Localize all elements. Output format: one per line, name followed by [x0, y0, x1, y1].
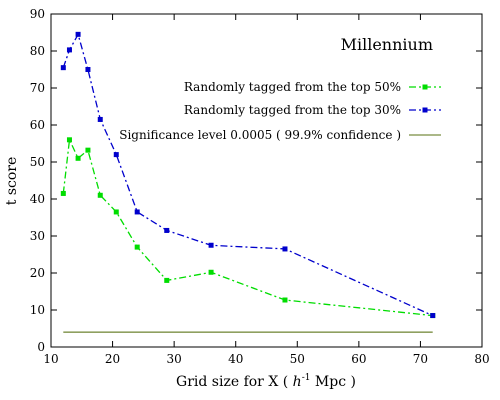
series-1-point [134, 209, 140, 215]
y-tick-label: 80 [30, 44, 45, 58]
y-tick-label: 60 [30, 118, 45, 132]
y-tick-label: 50 [30, 155, 45, 169]
x-tick-label: 80 [474, 352, 489, 366]
y-axis-label: t score [4, 157, 20, 206]
series-0-point [164, 277, 170, 283]
y-tick-label: 0 [37, 340, 45, 354]
x-axis-label-post: Mpc ) [310, 374, 356, 390]
x-tick-label: 30 [167, 352, 182, 366]
legend-marker-1 [422, 107, 428, 113]
series-1-point [66, 47, 72, 53]
series-0-point [97, 192, 103, 198]
series-layer [60, 31, 436, 334]
plot-frame [50, 13, 483, 348]
series-1-point [430, 313, 436, 319]
series-0-point [60, 190, 66, 196]
chart-title: Millennium [341, 35, 433, 54]
series-0-point [282, 297, 288, 303]
series-1-point [113, 152, 119, 158]
series-1-point [164, 227, 170, 233]
y-tick-label: 90 [30, 7, 45, 21]
series-1-point [97, 116, 103, 122]
series-0-point [66, 137, 72, 143]
series-0-point [113, 209, 119, 215]
legend-marker-0 [422, 84, 428, 90]
series-1-point [282, 246, 288, 252]
x-axis-label-h: h [293, 374, 302, 390]
x-tick-label: 10 [43, 352, 58, 366]
series-1-point [60, 65, 66, 71]
x-tick-label: 50 [290, 352, 305, 366]
y-tick-label: 70 [30, 81, 45, 95]
legend: Randomly tagged from the top 50% Randomly… [119, 80, 441, 142]
legend-label-1: Randomly tagged from the top 30% [184, 103, 401, 117]
x-tick-label: 60 [351, 352, 366, 366]
x-axis-label-sup: -1 [302, 373, 311, 383]
x-axis-label-pre: Grid size for X ( [176, 374, 293, 390]
legend-label-2: Significance level 0.0005 ( 99.9% confid… [119, 128, 401, 142]
x-tick-label: 70 [413, 352, 428, 366]
x-tick-label: 20 [105, 352, 120, 366]
series-1-point [85, 67, 91, 72]
legend-label-0: Randomly tagged from the top 50% [184, 80, 401, 94]
y-tick-label: 10 [30, 303, 45, 317]
series-1-point [75, 31, 81, 37]
y-tick-label: 40 [30, 192, 45, 206]
x-axis-label: Grid size for X ( h-1 Mpc ) [176, 373, 356, 390]
series-0-point [85, 147, 91, 153]
y-tick-label: 30 [30, 229, 45, 243]
y-tick-label: 20 [30, 266, 45, 280]
series-line-0 [62, 137, 433, 317]
x-tick-label: 40 [228, 352, 243, 366]
series-0-point [75, 155, 81, 161]
series-line-1 [62, 32, 433, 317]
series-0-point [134, 244, 140, 250]
series-0-point [208, 269, 214, 275]
series-1-point [208, 242, 214, 248]
